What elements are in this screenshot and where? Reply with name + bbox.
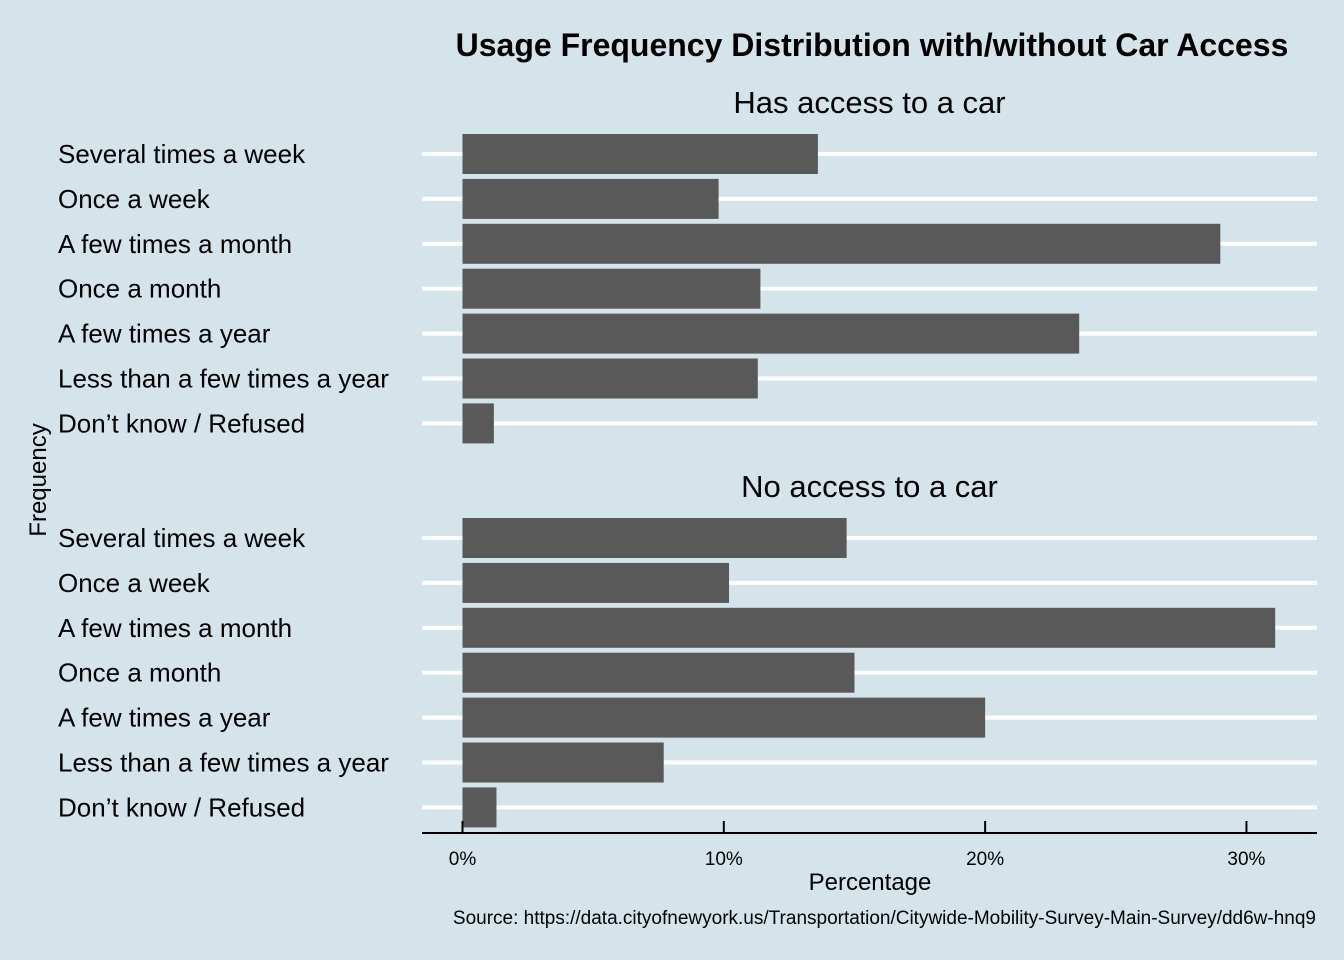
panel-title: No access to a car [741,469,998,504]
category-label: Less than a few times a year [58,748,389,778]
category-label: Once a week [58,184,211,214]
chart-title: Usage Frequency Distribution with/withou… [456,27,1289,63]
bar [462,697,986,738]
x-tick-label: 30% [1227,849,1265,870]
x-tick-label: 20% [966,849,1004,870]
category-label: A few times a year [58,319,271,349]
category-label: Once a month [58,274,221,304]
plot-area: Has access to a car Several times a week O… [58,85,1317,870]
bar [462,358,758,399]
bar [462,178,719,219]
category-label: Don’t know / Refused [58,408,305,438]
category-label: Several times a week [58,523,306,553]
category-label: Several times a week [58,139,306,169]
x-axis-label: Percentage [809,869,932,896]
bar [462,562,730,603]
bar [462,268,761,309]
category-label: Once a month [58,658,221,688]
bar [462,742,664,783]
category-label: Once a week [58,568,211,598]
bar [462,652,855,693]
bar [462,134,818,174]
x-tick-label: 0% [449,849,477,870]
category-label: A few times a month [58,613,292,643]
x-tick-label: 10% [705,849,743,870]
source-caption: Source: https://data.cityofnewyork.us/Tr… [453,908,1316,929]
category-label: Less than a few times a year [58,364,389,394]
bar [462,518,847,558]
category-label: Don’t know / Refused [58,792,305,822]
bar [462,787,497,828]
y-axis-label: Frequency [25,423,52,536]
bar [462,607,1276,648]
panel-title: Has access to a car [733,85,1005,120]
bar [462,403,494,444]
category-label: A few times a year [58,703,271,733]
bar [462,313,1080,354]
bar [462,223,1221,264]
category-label: A few times a month [58,229,292,259]
